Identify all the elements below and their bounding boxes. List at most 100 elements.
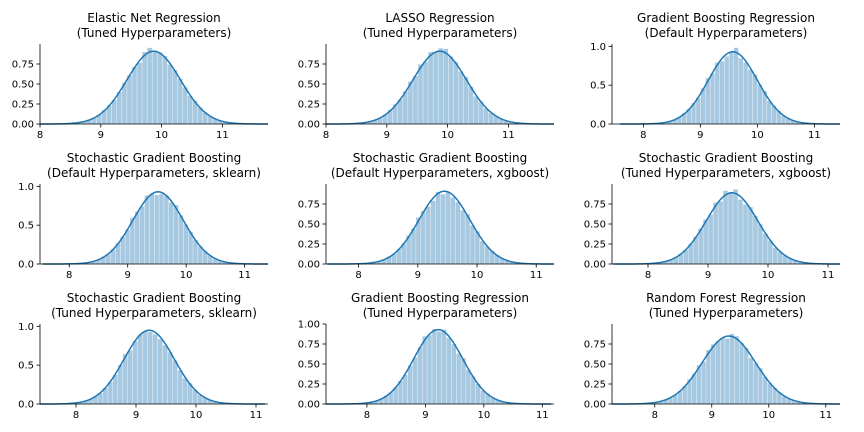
subplot-5: Stochastic Gradient Boosting(Default Hyp…: [298, 151, 554, 281]
histogram-bar: [142, 52, 147, 124]
histogram-bar: [167, 352, 173, 404]
histogram-bar: [786, 118, 791, 124]
histogram-bar: [483, 108, 489, 124]
x-tick-label: 11: [536, 410, 549, 421]
histogram-bar: [748, 358, 754, 404]
x-tick-label: 8: [645, 270, 651, 281]
subplot-5-histogram: [357, 191, 534, 264]
histogram-bar: [127, 75, 132, 124]
y-tick-label: 0.00: [298, 400, 320, 411]
x-tick-label: 8: [66, 270, 72, 281]
histogram-bar: [463, 77, 469, 124]
histogram-bar: [729, 52, 734, 124]
histogram-bar: [744, 348, 749, 404]
histogram-bar: [446, 337, 452, 404]
histogram-bar: [177, 370, 183, 404]
histogram-bar: [673, 257, 679, 264]
histogram-bar: [182, 87, 188, 124]
histogram-bar: [432, 329, 437, 404]
histogram-bar: [710, 344, 716, 404]
histogram-bar: [418, 64, 423, 124]
y-tick-label: 0.75: [298, 200, 320, 211]
histogram-bar: [197, 107, 203, 124]
histogram-bar: [783, 255, 788, 264]
histogram-bar: [498, 119, 504, 124]
histogram-bar: [387, 109, 393, 124]
histogram-bar: [393, 387, 398, 404]
histogram-bar: [168, 202, 174, 264]
histogram-bar: [701, 361, 706, 404]
histogram-bar: [668, 259, 674, 264]
histogram-bar: [172, 360, 178, 404]
histogram-bar: [373, 400, 379, 404]
histogram-bar: [773, 247, 778, 264]
histogram-bar: [495, 399, 500, 404]
histogram-bar: [743, 62, 748, 124]
histogram-bar: [743, 204, 748, 264]
histogram-bar: [489, 251, 495, 264]
histogram-bar: [154, 195, 159, 264]
subplot-9-title-line-1: Random Forest Regression: [646, 291, 806, 305]
subplot-1-title-line-1: Elastic Net Regression: [87, 11, 221, 25]
histogram-bar: [437, 331, 442, 404]
histogram-bar: [188, 231, 193, 264]
x-tick-label: 8: [652, 410, 658, 421]
subplot-4: Stochastic Gradient Boosting(Default Hyp…: [18, 151, 268, 281]
x-tick-label: 11: [216, 130, 229, 141]
histogram-bar: [120, 236, 125, 264]
x-tick-label: 8: [364, 410, 370, 421]
x-tick-label: 11: [822, 270, 835, 281]
histogram-bar: [753, 363, 758, 404]
histogram-bar: [377, 117, 383, 124]
histogram-bar: [217, 260, 222, 264]
histogram-bar: [493, 116, 499, 124]
x-tick-label: 11: [808, 130, 821, 141]
histogram-bar: [703, 219, 708, 264]
histogram-bar: [96, 114, 102, 124]
histogram-bar: [164, 195, 169, 264]
histogram-bar: [753, 215, 758, 264]
subplot-7: Stochastic Gradient Boosting(Tuned Hyper…: [18, 291, 268, 421]
histogram-bar: [386, 256, 392, 264]
y-tick-label: 0.50: [584, 220, 606, 231]
histogram-bar: [403, 374, 408, 404]
histogram-bar: [137, 62, 142, 124]
y-tick-label: 0.50: [298, 220, 320, 231]
histogram-bar: [88, 399, 93, 404]
histogram-bar: [435, 191, 441, 264]
histogram-bar: [715, 62, 720, 124]
histogram-bar: [465, 214, 470, 264]
histogram-bar: [691, 102, 696, 124]
histogram-bar: [451, 344, 457, 404]
histogram-bar: [192, 100, 198, 124]
histogram-bar: [757, 84, 762, 124]
y-tick-label: 0.00: [584, 400, 606, 411]
histogram-bar: [159, 193, 164, 264]
x-tick-label: 11: [250, 410, 263, 421]
histogram-bar: [739, 342, 744, 404]
histogram-bar: [777, 392, 782, 404]
subplot-8-title-line-1: Gradient Boosting Regression: [351, 291, 529, 305]
histogram-bar: [683, 249, 688, 264]
histogram-bar: [101, 110, 107, 124]
histogram-bar: [455, 202, 460, 264]
histogram-bar: [480, 390, 486, 404]
histogram-bar: [183, 224, 188, 264]
histogram-bar: [388, 392, 393, 404]
histogram-bar: [91, 261, 96, 264]
x-tick-label: 9: [384, 130, 390, 141]
subplot-1-title-line-2: (Tuned Hyperparameters): [77, 26, 232, 40]
histogram-bar: [504, 260, 510, 264]
histogram-bar: [438, 48, 444, 124]
histogram-bar: [212, 401, 218, 404]
x-tick-label: 11: [819, 410, 832, 421]
histogram-bar: [768, 240, 773, 264]
histogram-bar: [367, 121, 373, 124]
subplot-3-histogram: [648, 47, 819, 125]
x-tick-label: 10: [155, 130, 168, 141]
histogram-bar: [192, 390, 198, 404]
histogram-bar: [673, 395, 678, 404]
histogram-bar: [382, 114, 388, 124]
subplot-7-histogram: [58, 330, 238, 404]
